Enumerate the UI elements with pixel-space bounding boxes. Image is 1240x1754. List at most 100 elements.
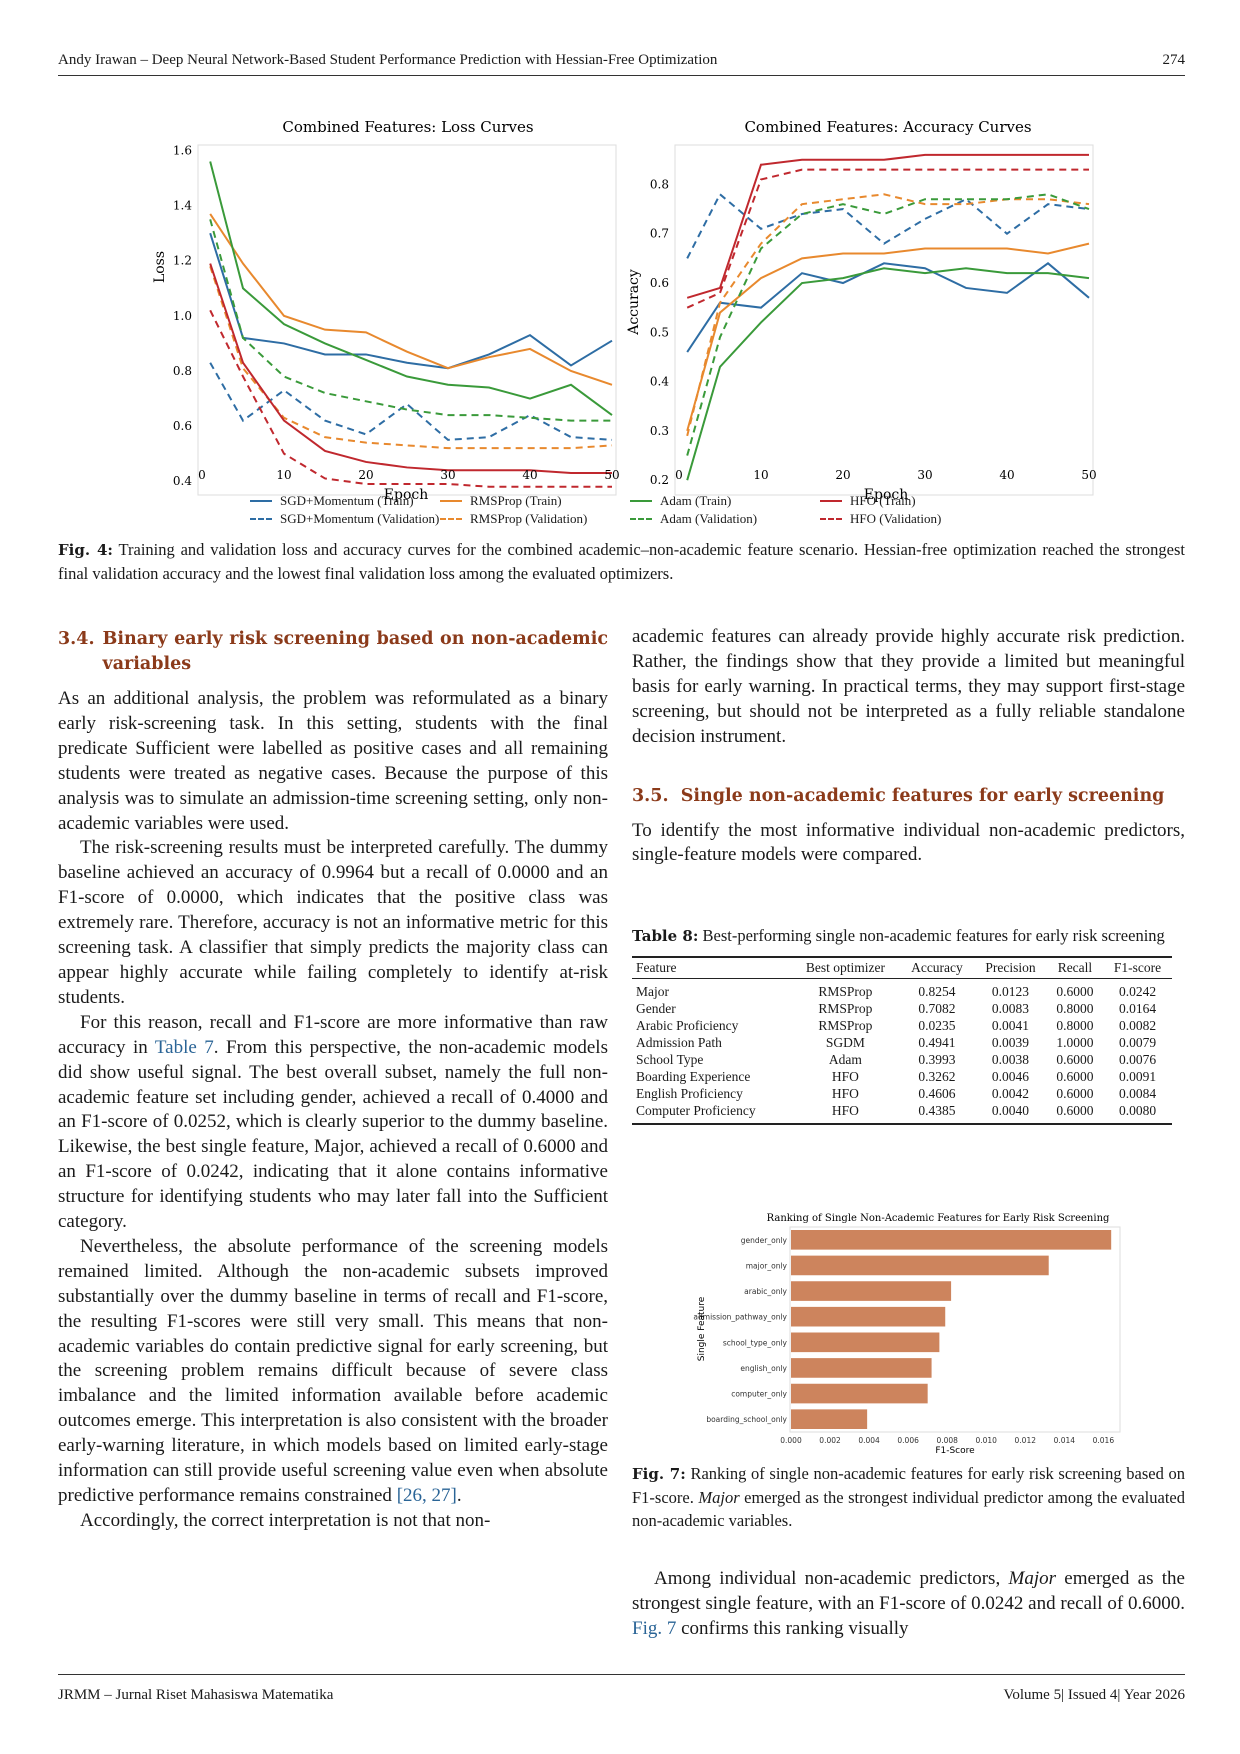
line-swatch-icon (630, 500, 652, 502)
running-title: Andy Irawan – Deep Neural Network-Based … (58, 52, 718, 68)
series-line (686, 193, 1090, 437)
svg-text:1.6: 1.6 (173, 144, 192, 158)
svg-text:0.006: 0.006 (897, 1436, 919, 1445)
column-header: Precision (974, 956, 1047, 979)
svg-text:gender_only: gender_only (741, 1236, 788, 1245)
accuracy-series (686, 153, 1090, 481)
svg-text:Ranking of Single Non-Academic: Ranking of Single Non-Academic Features … (767, 1213, 1110, 1224)
journal-name: JRMM – Jurnal Riset Mahasiswa Matematika (58, 1687, 334, 1703)
paragraph: Nevertheless, the absolute performance o… (58, 1235, 608, 1506)
svg-text:0.012: 0.012 (1015, 1436, 1037, 1445)
series-line (686, 242, 1090, 432)
svg-text:admission_pathway_only: admission_pathway_only (693, 1313, 787, 1322)
paragraph: As an additional analysis, the problem w… (58, 688, 608, 834)
paragraph: For this reason, recall and F1-score are… (58, 1011, 608, 1233)
column-header: Best optimizer (791, 956, 900, 979)
figure4-legend: SGD+Momentum (Train) RMSProp (Train) Ada… (250, 493, 1010, 527)
svg-text:40: 40 (999, 468, 1014, 482)
svg-text:50: 50 (1081, 468, 1096, 482)
series-line (209, 219, 612, 422)
figure4-caption: Fig. 4: Training and validation loss and… (58, 538, 1185, 585)
svg-text:0.000: 0.000 (780, 1436, 802, 1445)
dashed-swatch-icon (820, 518, 842, 520)
page-footer: JRMM – Jurnal Riset Mahasiswa Matematika… (58, 1674, 1185, 1704)
svg-text:0.4: 0.4 (650, 375, 669, 389)
dashed-swatch-icon (250, 518, 272, 520)
loss-series (209, 161, 613, 488)
issue-info: Volume 5| Issued 4| Year 2026 (1003, 1687, 1185, 1703)
svg-text:0.8: 0.8 (650, 177, 669, 191)
series-line (209, 232, 613, 370)
column-header: Accuracy (899, 956, 975, 979)
accuracy-x-label: Epoch (864, 487, 908, 503)
svg-text:10: 10 (753, 468, 768, 482)
table-row: School Type Adam 0.3993 0.0038 0.6000 0.0076 (636, 1052, 1157, 1067)
paragraph: Among individual non-academic predictors… (632, 1568, 1185, 1639)
table-row: Gender RMSProp 0.7082 0.0083 0.8000 0.0164 (636, 1001, 1157, 1016)
table8-block: Table 8: Best-performing single non-acad… (632, 924, 1185, 1125)
series-line (686, 262, 1090, 353)
series-line (209, 213, 613, 386)
dashed-swatch-icon (440, 518, 462, 520)
left-column: 3.4. Binary early risk screening based o… (58, 627, 608, 1534)
bar (791, 1281, 952, 1301)
legend-item: Adam (Validation) (630, 511, 820, 527)
column-header: Feature (632, 956, 792, 979)
svg-text:F1-Score: F1-Score (935, 1446, 975, 1455)
table8: Feature Best optimizer Accuracy Precision Re… (632, 956, 1172, 1125)
svg-text:0.008: 0.008 (936, 1436, 958, 1445)
svg-text:0.2: 0.2 (650, 473, 669, 487)
accuracy-y-ticks: 0.8 0.7 0.6 0.5 0.4 0.3 0.2 (650, 177, 669, 487)
svg-text:30: 30 (917, 468, 932, 482)
svg-text:0.014: 0.014 (1054, 1436, 1076, 1445)
svg-text:0.004: 0.004 (858, 1436, 880, 1445)
svg-text:20: 20 (835, 468, 850, 482)
fig7-link[interactable]: Fig. 7 (632, 1617, 677, 1639)
accuracy-plot-area (674, 144, 1094, 496)
svg-text:1.4: 1.4 (173, 199, 192, 213)
bar (791, 1255, 1049, 1276)
svg-text:10: 10 (276, 468, 291, 482)
svg-text:0: 0 (198, 468, 206, 482)
line-swatch-icon (440, 500, 462, 502)
legend-item: HFO (Train) (820, 493, 1010, 509)
svg-text:0.5: 0.5 (650, 325, 669, 339)
series-line (686, 267, 1090, 481)
right-column-bottom: Among individual non-academic predictors… (632, 1567, 1185, 1642)
svg-text:computer_only: computer_only (731, 1390, 787, 1399)
legend-item: HFO (Validation) (820, 511, 1010, 527)
paragraph: academic features can already provide hi… (632, 626, 1185, 747)
dashed-swatch-icon (630, 518, 652, 520)
svg-text:0.4: 0.4 (173, 474, 192, 488)
svg-text:0.010: 0.010 (975, 1436, 997, 1445)
loss-y-label: Loss (152, 251, 168, 283)
svg-text:0.6: 0.6 (650, 276, 669, 290)
svg-text:1.0: 1.0 (173, 309, 192, 323)
column-header: F1-score (1103, 956, 1172, 979)
loss-plot-area (197, 144, 617, 496)
feature-ranking-chart: Ranking of Single Non-Academic Features … (693, 1213, 1121, 1455)
loss-chart-title: Combined Features: Loss Curves (282, 118, 533, 136)
svg-text:boarding_school_only: boarding_school_only (706, 1415, 787, 1424)
series-line (209, 309, 612, 488)
citation-link[interactable]: [26, 27] (396, 1485, 457, 1506)
table7-link[interactable]: Table 7 (154, 1036, 214, 1058)
svg-text:major_only: major_only (746, 1261, 788, 1270)
svg-text:english_only: english_only (740, 1364, 787, 1373)
section-3-5-heading: 3.5. Single non-academic features for ea… (632, 785, 1165, 806)
paragraph: To identify the most informative individ… (632, 819, 1185, 866)
series-line (686, 193, 1090, 456)
line-swatch-icon (250, 500, 272, 502)
legend-item: SGD+Momentum (Validation) (250, 511, 440, 527)
bar (791, 1230, 1112, 1250)
loss-y-ticks: 1.6 1.4 1.2 1.0 0.8 0.6 0.4 (173, 144, 192, 489)
accuracy-x-axis: 0 10 20 30 40 50 Epoch (675, 468, 1096, 503)
svg-text:0.7: 0.7 (650, 227, 669, 241)
series-line (209, 265, 613, 450)
table8-caption: Table 8: Best-performing single non-acad… (632, 926, 1165, 945)
section-3-4-heading: 3.4. Binary early risk screening based o… (58, 629, 608, 674)
accuracy-chart-title: Combined Features: Accuracy Curves (744, 118, 1031, 136)
svg-text:Single Feature: Single Feature (697, 1296, 707, 1361)
svg-text:0.002: 0.002 (819, 1436, 841, 1445)
paragraph: Accordingly, the correct interpretation … (80, 1509, 491, 1531)
